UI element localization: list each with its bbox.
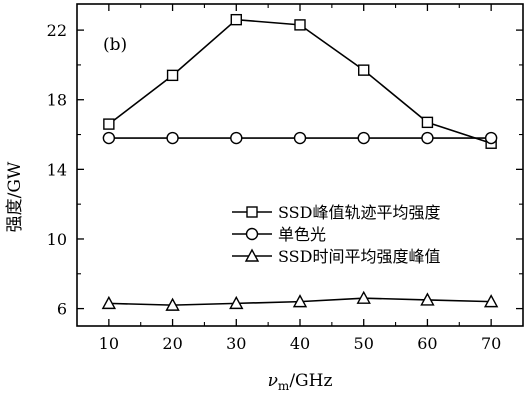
data-point-circle: [167, 133, 178, 144]
x-tick-label: 70: [481, 334, 501, 353]
series-line-square: [109, 20, 491, 144]
x-tick-label: 40: [290, 334, 310, 353]
data-point-circle: [295, 133, 306, 144]
data-point-circle: [486, 133, 497, 144]
data-point-circle: [422, 133, 433, 144]
x-tick-label: 10: [99, 334, 119, 353]
data-point-square: [295, 20, 305, 30]
y-tick-label: 10: [47, 230, 67, 249]
x-axis-label-var: ν: [268, 371, 278, 391]
data-point-circle: [358, 133, 369, 144]
data-point-circle: [231, 133, 242, 144]
y-tick-label: 18: [47, 91, 67, 110]
x-tick-label: 20: [162, 334, 182, 353]
x-tick-label: 30: [226, 334, 246, 353]
legend-marker-square: [247, 207, 257, 217]
legend-marker-circle: [247, 229, 258, 240]
data-point-square: [422, 117, 432, 127]
legend-label: SSD峰值轨迹平均强度: [278, 203, 440, 222]
legend-label: 单色光: [278, 225, 326, 244]
y-tick-label: 6: [57, 300, 67, 319]
data-point-square: [168, 70, 178, 80]
data-point-square: [231, 15, 241, 25]
legend-label: SSD时间平均强度峰值: [278, 247, 440, 266]
x-tick-label: 50: [354, 334, 374, 353]
plot-frame: [77, 4, 523, 326]
x-axis-label-unit: /GHz: [289, 371, 332, 391]
data-point-square: [104, 119, 114, 129]
y-axis-label: 强度/GW: [5, 161, 25, 232]
x-tick-label: 60: [417, 334, 437, 353]
x-axis-label: νm/GHz: [268, 371, 333, 393]
data-point-square: [359, 65, 369, 75]
y-tick-label: 22: [47, 21, 67, 40]
panel-label: (b): [103, 35, 127, 55]
y-tick-label: 14: [47, 160, 67, 179]
x-axis-label-sub: m: [278, 379, 290, 393]
data-point-circle: [103, 133, 114, 144]
